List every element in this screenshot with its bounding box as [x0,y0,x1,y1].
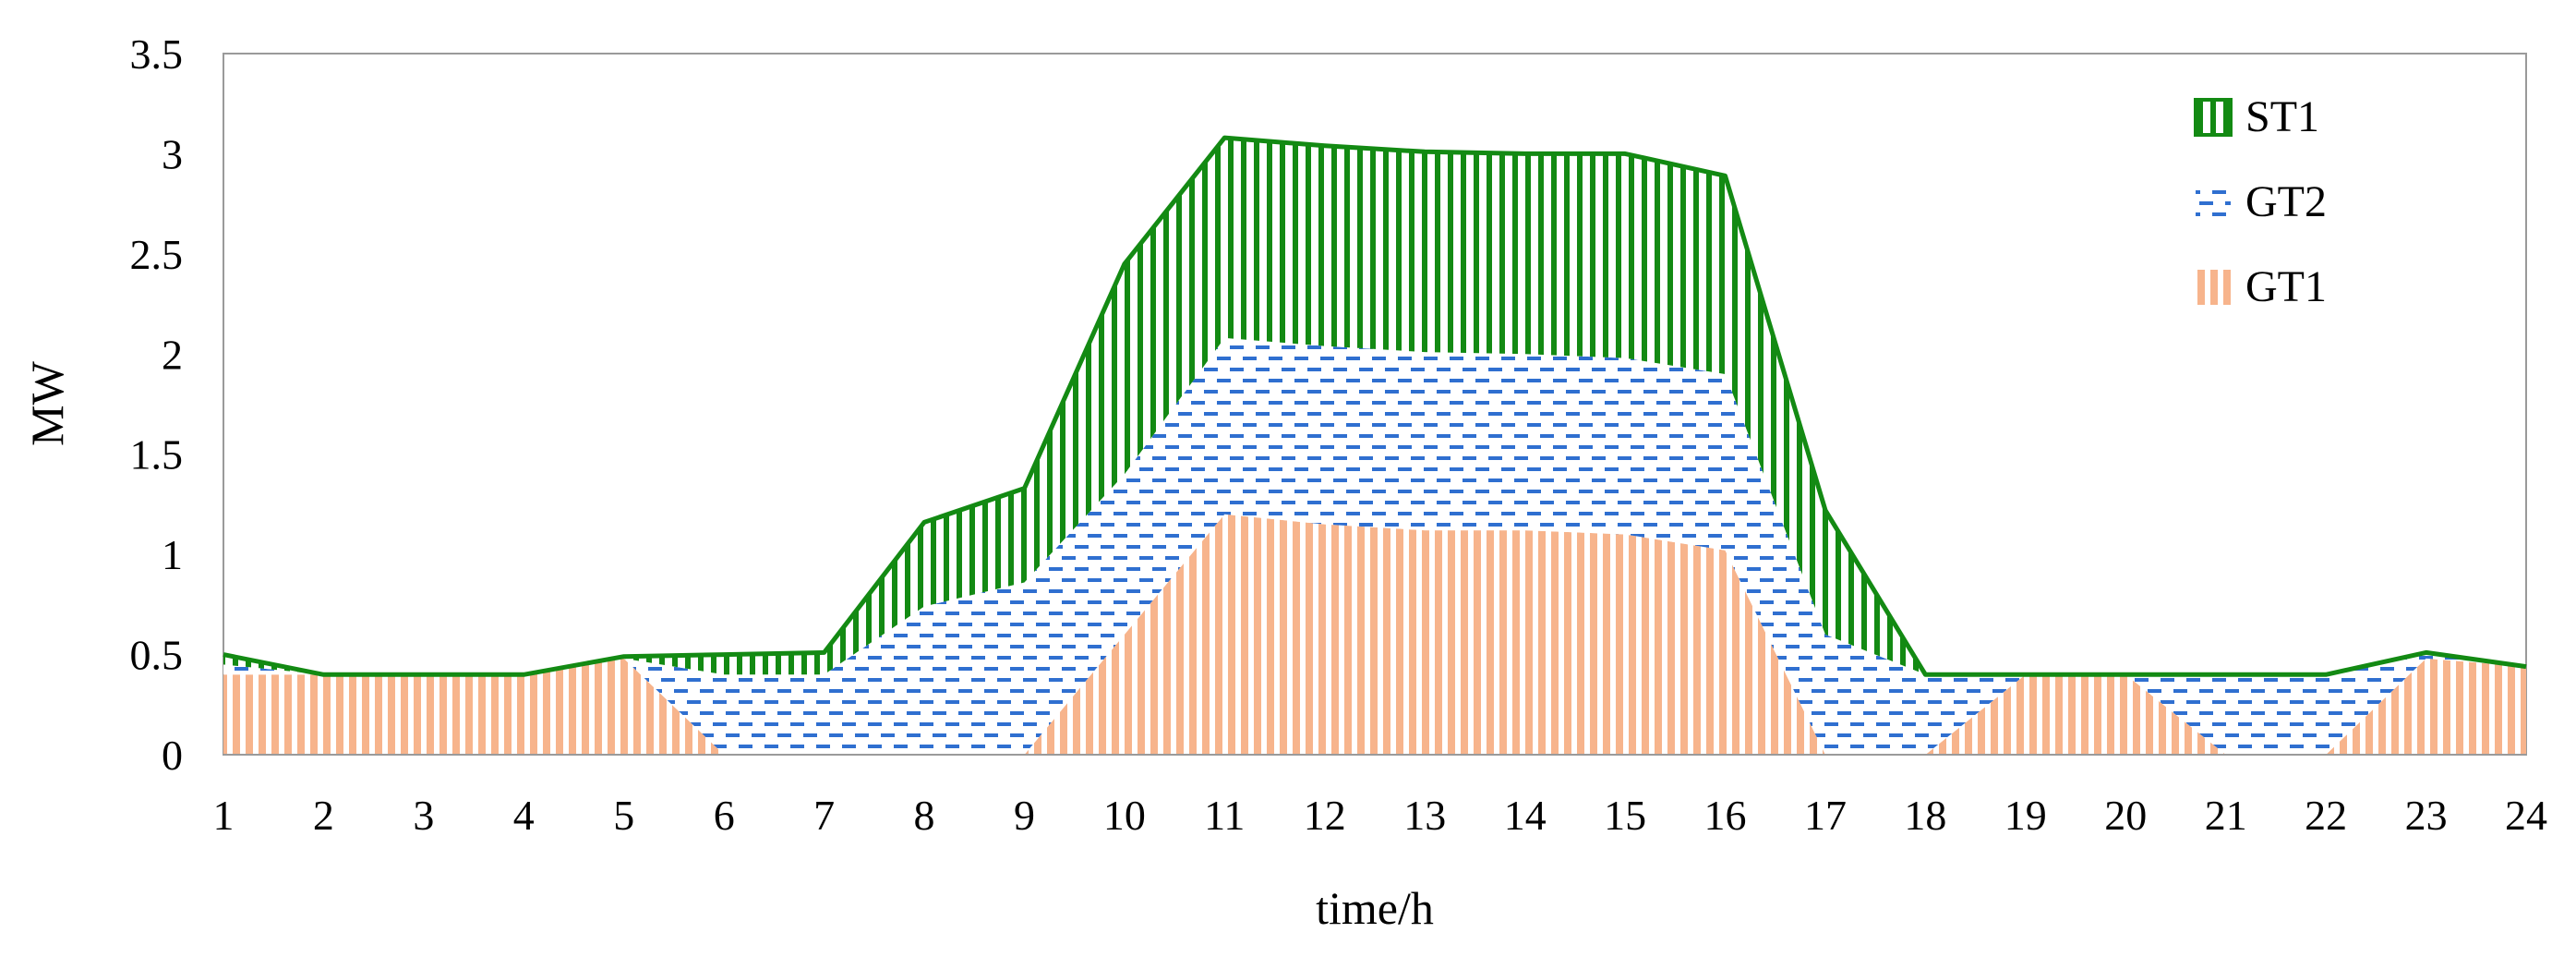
area-gt2 [223,337,2526,755]
x-tick-label: 24 [2505,792,2547,839]
legend-label-gt1: GT1 [2245,262,2327,311]
x-tick-label: 17 [1804,792,1847,839]
x-tick-label: 18 [1904,792,1946,839]
y-tick-label: 2 [162,331,183,378]
x-tick-label: 21 [2205,792,2247,839]
x-tick-label: 2 [313,792,334,839]
areas-layer [223,135,2527,756]
y-tick-labels: 0 0.5 1 1.5 2 2.5 3 3.5 [130,30,184,779]
x-tick-label: 7 [813,792,835,839]
x-tick-label: 23 [2405,792,2448,839]
x-tick-label: 5 [613,792,634,839]
legend-swatch-gt1 [2196,270,2231,305]
area-gt1 [223,514,2526,755]
x-axis-title: time/h [1316,882,1434,934]
y-tick-label: 3.5 [130,30,184,78]
x-tick-label: 11 [1204,792,1245,839]
x-tick-label: 19 [2004,792,2047,839]
x-tick-label: 8 [914,792,935,839]
x-tick-label: 14 [1504,792,1547,839]
x-tick-label: 15 [1604,792,1646,839]
x-tick-label: 20 [2104,792,2147,839]
y-tick-label: 0 [162,732,183,779]
x-tick-label: 16 [1704,792,1747,839]
x-tick-label: 12 [1304,792,1346,839]
x-tick-label: 10 [1103,792,1146,839]
x-tick-label: 13 [1403,792,1446,839]
y-axis-title: MW [21,360,73,445]
line-st1-top [223,135,2527,677]
y-tick-label: 3 [162,130,183,177]
y-tick-label: 2.5 [130,231,184,278]
x-tick-label: 9 [1014,792,1035,839]
legend-swatch-st1 [2194,98,2233,137]
y-tick-label: 1 [162,531,183,578]
x-tick-label: 4 [513,792,535,839]
legend: ST1 GT2 GT1 [2194,92,2327,311]
area-st1 [223,138,2526,675]
x-tick-label: 22 [2305,792,2347,839]
x-tick-labels: 1 2 3 4 5 6 7 8 9 10 11 12 13 14 15 16 17 18 19 20 21 22 23 24 [213,792,2548,839]
y-tick-label: 0.5 [130,632,184,679]
y-tick-label: 1.5 [130,431,184,478]
legend-label-st1: ST1 [2245,92,2319,141]
x-tick-label: 6 [714,792,735,839]
legend-swatch-gt2 [2196,185,2231,220]
legend-label-gt2: GT2 [2245,177,2327,226]
x-tick-label: 1 [213,792,235,839]
x-tick-label: 3 [413,792,434,839]
